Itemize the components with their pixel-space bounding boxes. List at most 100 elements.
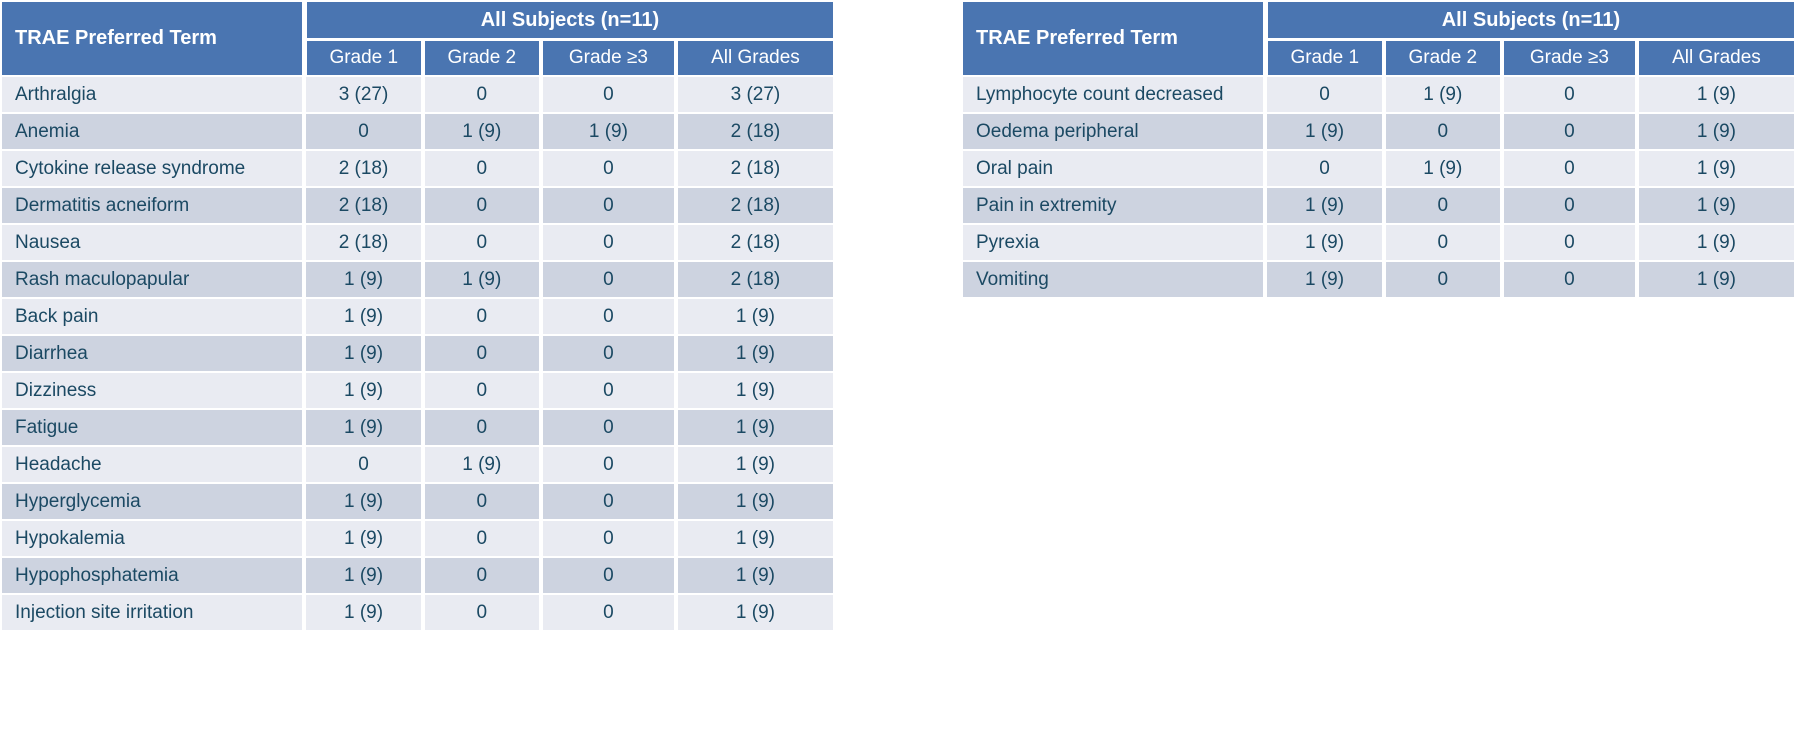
table-header: TRAE Preferred Term All Subjects (n=11) … — [963, 2, 1799, 77]
count-cell: 2 (18) — [675, 150, 838, 188]
count-cell: 1 (9) — [1636, 224, 1799, 262]
count-cell: 0 — [422, 76, 543, 114]
table-header: TRAE Preferred Term All Subjects (n=11) … — [2, 2, 838, 77]
column-header-all-grades: All Grades — [675, 39, 838, 77]
count-cell: 1 (9) — [1265, 261, 1386, 299]
count-cell: 0 — [422, 335, 543, 373]
count-cell: 1 (9) — [675, 372, 838, 410]
preferred-term-cell: Headache — [2, 446, 307, 484]
column-header-grade-1: Grade 1 — [304, 39, 425, 77]
count-cell: 1 (9) — [675, 483, 838, 521]
count-cell: 0 — [1501, 150, 1639, 188]
count-cell: 2 (18) — [675, 113, 838, 151]
count-cell: 1 (9) — [304, 557, 425, 595]
count-cell: 0 — [540, 372, 678, 410]
table-row: Injection site irritation 1 (9) 0 0 1 (9) — [2, 594, 838, 632]
count-cell: 3 (27) — [675, 76, 838, 114]
count-cell: 1 (9) — [675, 298, 838, 336]
preferred-term-cell: Oral pain — [963, 150, 1268, 188]
count-cell: 1 (9) — [422, 113, 543, 151]
count-cell: 1 (9) — [1383, 150, 1504, 188]
count-cell: 0 — [422, 187, 543, 225]
preferred-term-cell: Fatigue — [2, 409, 307, 447]
count-cell: 0 — [540, 557, 678, 595]
preferred-term-cell: Hypophosphatemia — [2, 557, 307, 595]
count-cell: 0 — [422, 557, 543, 595]
table-row: Hyperglycemia 1 (9) 0 0 1 (9) — [2, 483, 838, 521]
count-cell: 0 — [540, 150, 678, 188]
column-header-grade-2: Grade 2 — [422, 39, 543, 77]
count-cell: 0 — [1265, 76, 1386, 114]
table-row: Back pain 1 (9) 0 0 1 (9) — [2, 298, 838, 336]
count-cell: 1 (9) — [1636, 150, 1799, 188]
count-cell: 1 (9) — [304, 409, 425, 447]
count-cell: 0 — [540, 520, 678, 558]
header-row-group: TRAE Preferred Term All Subjects (n=11) — [2, 2, 837, 77]
count-cell: 0 — [422, 483, 543, 521]
count-cell: 0 — [1501, 113, 1639, 151]
count-cell: 1 (9) — [304, 483, 425, 521]
count-cell: 0 — [422, 520, 543, 558]
table-row: Hypokalemia 1 (9) 0 0 1 (9) — [2, 520, 838, 558]
count-cell: 1 (9) — [1636, 76, 1799, 114]
table-row: Rash maculopapular 1 (9) 1 (9) 0 2 (18) — [2, 261, 838, 299]
count-cell: 1 (9) — [422, 261, 543, 299]
count-cell: 1 (9) — [540, 113, 678, 151]
count-cell: 2 (18) — [304, 187, 425, 225]
count-cell: 1 (9) — [1265, 224, 1386, 262]
preferred-term-cell: Pyrexia — [963, 224, 1268, 262]
count-cell: 0 — [1383, 224, 1504, 262]
table-row: Cytokine release syndrome 2 (18) 0 0 2 (18) — [2, 150, 838, 188]
preferred-term-cell: Pain in extremity — [963, 187, 1268, 225]
preferred-term-cell: Hypokalemia — [2, 520, 307, 558]
header-row-grades: Grade 1 Grade 2 Grade ≥3 All Grades — [2, 39, 838, 77]
preferred-term-cell: Dermatitis acneiform — [2, 187, 307, 225]
table-row: Headache 0 1 (9) 0 1 (9) — [2, 446, 838, 484]
count-cell: 1 (9) — [1265, 113, 1386, 151]
count-cell: 1 (9) — [675, 520, 838, 558]
count-cell: 0 — [540, 446, 678, 484]
count-cell: 0 — [540, 594, 678, 632]
preferred-term-cell: Injection site irritation — [2, 594, 307, 632]
header-row-group: TRAE Preferred Term All Subjects (n=11) — [963, 2, 1798, 77]
count-cell: 0 — [1383, 187, 1504, 225]
preferred-term-cell: Lymphocyte count decreased — [963, 76, 1268, 114]
column-header-grade-2: Grade 2 — [1383, 39, 1504, 77]
count-cell: 1 (9) — [675, 409, 838, 447]
preferred-term-cell: Oedema peripheral — [963, 113, 1268, 151]
count-cell: 0 — [422, 372, 543, 410]
count-cell: 0 — [540, 298, 678, 336]
count-cell: 1 (9) — [675, 557, 838, 595]
column-header-grade-ge3: Grade ≥3 — [540, 39, 678, 77]
count-cell: 0 — [304, 446, 425, 484]
table-row: Dizziness 1 (9) 0 0 1 (9) — [2, 372, 838, 410]
count-cell: 2 (18) — [304, 150, 425, 188]
count-cell: 1 (9) — [1636, 113, 1799, 151]
preferred-term-cell: Nausea — [2, 224, 307, 262]
preferred-term-cell: Dizziness — [2, 372, 307, 410]
count-cell: 1 (9) — [1636, 187, 1799, 225]
table-row: Vomiting 1 (9) 0 0 1 (9) — [963, 261, 1799, 299]
table-row: Oedema peripheral 1 (9) 0 0 1 (9) — [963, 113, 1799, 151]
count-cell: 1 (9) — [304, 520, 425, 558]
count-cell: 0 — [1501, 261, 1639, 299]
preferred-term-cell: Hyperglycemia — [2, 483, 307, 521]
column-header-grade-ge3: Grade ≥3 — [1501, 39, 1639, 77]
count-cell: 1 (9) — [675, 446, 838, 484]
count-cell: 0 — [1501, 224, 1639, 262]
table-row: Nausea 2 (18) 0 0 2 (18) — [2, 224, 838, 262]
preferred-term-cell: Cytokine release syndrome — [2, 150, 307, 188]
table-body: Lymphocyte count decreased 0 1 (9) 0 1 (9) Oe… — [963, 76, 1799, 299]
table-row: Arthralgia 3 (27) 0 0 3 (27) — [2, 76, 838, 114]
table-row: Anemia 0 1 (9) 1 (9) 2 (18) — [2, 113, 838, 151]
count-cell: 0 — [1501, 76, 1639, 114]
table-row: Pyrexia 1 (9) 0 0 1 (9) — [963, 224, 1799, 262]
count-cell: 0 — [540, 335, 678, 373]
header-row-grades: Grade 1 Grade 2 Grade ≥3 All Grades — [963, 39, 1799, 77]
count-cell: 0 — [422, 150, 543, 188]
count-cell: 0 — [540, 409, 678, 447]
count-cell: 0 — [1383, 113, 1504, 151]
count-cell: 1 (9) — [675, 594, 838, 632]
count-cell: 1 (9) — [304, 298, 425, 336]
